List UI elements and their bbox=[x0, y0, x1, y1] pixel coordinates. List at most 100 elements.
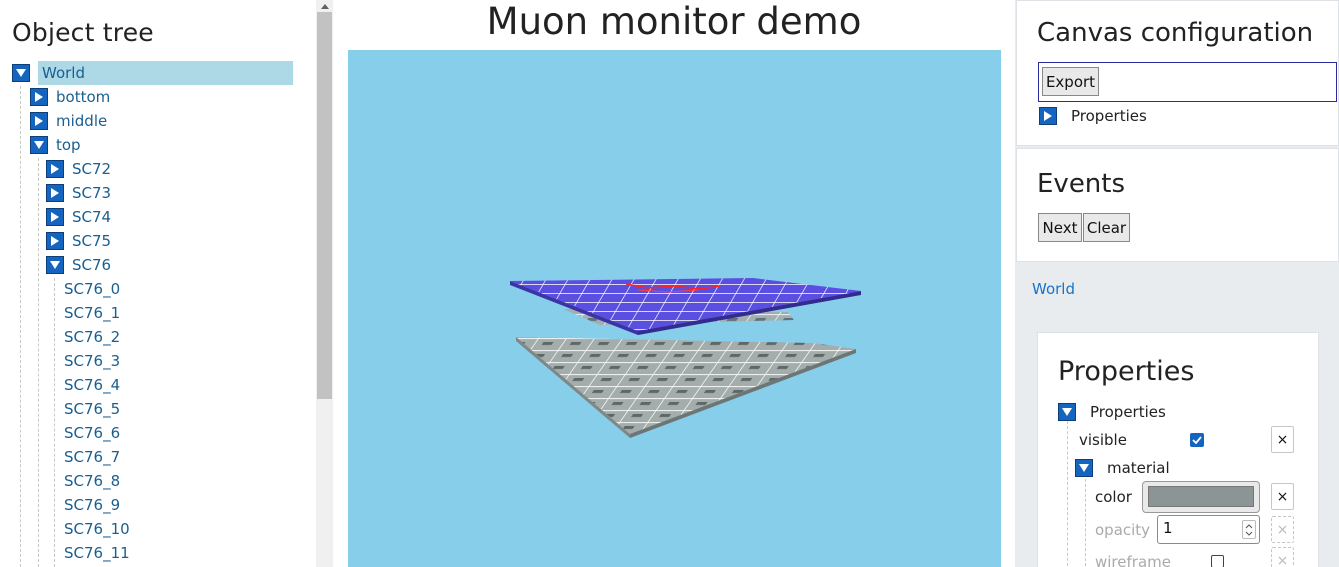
tree-item-label: bottom bbox=[56, 88, 111, 106]
tree-item-sc76_1[interactable]: SC76_1 bbox=[64, 301, 120, 325]
color-row: color bbox=[1095, 485, 1132, 509]
tree-item-sc76_8[interactable]: SC76_8 bbox=[64, 469, 120, 493]
tree-item-label: SC76_10 bbox=[64, 520, 130, 538]
tree-item-label: SC72 bbox=[72, 160, 112, 178]
export-button[interactable]: Export bbox=[1042, 67, 1099, 96]
expand-icon[interactable] bbox=[30, 88, 48, 106]
collapse-icon[interactable] bbox=[12, 64, 30, 82]
visible-checkbox[interactable] bbox=[1190, 433, 1204, 447]
opacity-input[interactable]: 1 bbox=[1157, 515, 1260, 544]
expand-icon[interactable] bbox=[46, 208, 64, 226]
tree-item-sc72[interactable]: SC72 bbox=[46, 157, 111, 181]
expand-icon[interactable] bbox=[46, 232, 64, 250]
tree-item-label: SC76_7 bbox=[64, 448, 121, 466]
bottom-layer bbox=[516, 337, 856, 438]
opacity-label: opacity bbox=[1095, 521, 1151, 539]
opacity-value: 1 bbox=[1163, 519, 1173, 537]
color-clear-button[interactable]: × bbox=[1271, 483, 1294, 510]
breadcrumb-world-link[interactable]: World bbox=[1032, 280, 1075, 298]
tree-item-sc75[interactable]: SC75 bbox=[46, 229, 111, 253]
tree-item-sc76_7[interactable]: SC76_7 bbox=[64, 445, 120, 469]
detector-visualization bbox=[510, 278, 861, 438]
material-group-toggle[interactable]: material bbox=[1075, 456, 1170, 480]
prop-guide-line bbox=[1085, 479, 1086, 567]
color-picker[interactable] bbox=[1142, 481, 1260, 513]
checkmark-icon bbox=[1192, 436, 1202, 444]
tree-item-sc74[interactable]: SC74 bbox=[46, 205, 111, 229]
canvas-config-card: Canvas configuration Export Properties bbox=[1016, 0, 1339, 146]
wireframe-clear-button[interactable]: × bbox=[1271, 547, 1294, 567]
opacity-clear-button[interactable]: × bbox=[1271, 516, 1294, 543]
opacity-row: opacity bbox=[1095, 518, 1150, 542]
top-layer bbox=[510, 278, 861, 335]
tree-item-sc76_10[interactable]: SC76_10 bbox=[64, 517, 130, 541]
tree-item-middle[interactable]: middle bbox=[30, 109, 107, 133]
next-button[interactable]: Next bbox=[1038, 213, 1082, 242]
tree-item-label: SC76_2 bbox=[64, 328, 121, 346]
tree-guide-line bbox=[38, 158, 39, 567]
properties-title: Properties bbox=[1058, 356, 1195, 387]
tree-item-sc76_5[interactable]: SC76_5 bbox=[64, 397, 120, 421]
canvas-properties-toggle[interactable]: Properties bbox=[1039, 104, 1147, 128]
expand-icon[interactable] bbox=[46, 160, 64, 178]
tree-item-sc76_3[interactable]: SC76_3 bbox=[64, 349, 120, 373]
tree-item-sc76_2[interactable]: SC76_2 bbox=[64, 325, 120, 349]
3d-canvas[interactable] bbox=[348, 50, 1001, 567]
tree-item-label: SC76_1 bbox=[64, 304, 121, 322]
color-label: color bbox=[1095, 488, 1132, 506]
clear-button[interactable]: Clear bbox=[1083, 213, 1130, 242]
expand-icon[interactable] bbox=[46, 184, 64, 202]
events-title: Events bbox=[1037, 169, 1126, 199]
wireframe-checkbox[interactable] bbox=[1211, 555, 1224, 567]
visible-row: visible bbox=[1079, 428, 1127, 452]
object-tree-panel: Object tree World bottom middle top SC72 SC73… bbox=[0, 0, 316, 567]
canvas-config-title: Canvas configuration bbox=[1037, 18, 1314, 48]
tree-item-label: SC74 bbox=[72, 208, 112, 226]
properties-group-label: Properties bbox=[1090, 403, 1166, 421]
tree-item-sc73[interactable]: SC73 bbox=[46, 181, 111, 205]
scroll-thumb[interactable] bbox=[317, 12, 332, 399]
visible-clear-button[interactable]: × bbox=[1271, 426, 1294, 453]
wireframe-row: wireframe bbox=[1095, 550, 1171, 567]
tree-item-bottom[interactable]: bottom bbox=[30, 85, 110, 109]
object-tree-title: Object tree bbox=[12, 18, 154, 47]
collapse-icon[interactable] bbox=[1075, 459, 1093, 477]
right-sidebar: Canvas configuration Export Properties E… bbox=[1015, 0, 1339, 567]
collapse-icon[interactable] bbox=[46, 256, 64, 274]
tree-item-label: SC73 bbox=[72, 184, 112, 202]
wireframe-label: wireframe bbox=[1095, 553, 1171, 567]
canvas-properties-label: Properties bbox=[1071, 107, 1147, 125]
color-swatch bbox=[1148, 486, 1254, 507]
tree-item-sc76_9[interactable]: SC76_9 bbox=[64, 493, 120, 517]
tree-scrollbar[interactable] bbox=[316, 0, 333, 567]
tree-item-sc76_6[interactable]: SC76_6 bbox=[64, 421, 120, 445]
tree-item-label: World bbox=[38, 61, 293, 85]
opacity-spinner-icon[interactable] bbox=[1242, 520, 1256, 539]
tree-item-top[interactable]: top bbox=[30, 133, 81, 157]
tree-item-label: middle bbox=[56, 112, 108, 130]
tree-item-label: SC76 bbox=[72, 256, 112, 274]
breadcrumb: World bbox=[1032, 280, 1075, 298]
expand-icon[interactable] bbox=[30, 112, 48, 130]
material-label: material bbox=[1107, 459, 1170, 477]
export-toolbar: Export bbox=[1038, 62, 1337, 102]
prop-guide-line bbox=[1067, 421, 1068, 567]
tree-item-world[interactable]: World bbox=[12, 61, 293, 85]
tree-item-sc76[interactable]: SC76 bbox=[46, 253, 111, 277]
tree-item-sc76_0[interactable]: SC76_0 bbox=[64, 277, 120, 301]
tree-item-label: SC76_3 bbox=[64, 352, 121, 370]
tree-item-label: SC75 bbox=[72, 232, 112, 250]
tree-item-sc76_11[interactable]: SC76_11 bbox=[64, 541, 130, 565]
tree-item-label: SC76_5 bbox=[64, 400, 121, 418]
collapse-icon[interactable] bbox=[30, 136, 48, 154]
visible-label: visible bbox=[1079, 431, 1127, 449]
tree-item-label: top bbox=[56, 136, 81, 154]
properties-group-toggle[interactable]: Properties bbox=[1058, 400, 1166, 424]
expand-icon[interactable] bbox=[1039, 107, 1057, 125]
tree-item-sc76_4[interactable]: SC76_4 bbox=[64, 373, 120, 397]
scroll-up-arrow-icon[interactable] bbox=[316, 0, 333, 12]
collapse-icon[interactable] bbox=[1058, 403, 1076, 421]
tree-guide-line bbox=[54, 278, 55, 567]
tree-item-label: SC76_0 bbox=[64, 280, 121, 298]
tree-item-label: SC76_9 bbox=[64, 496, 121, 514]
